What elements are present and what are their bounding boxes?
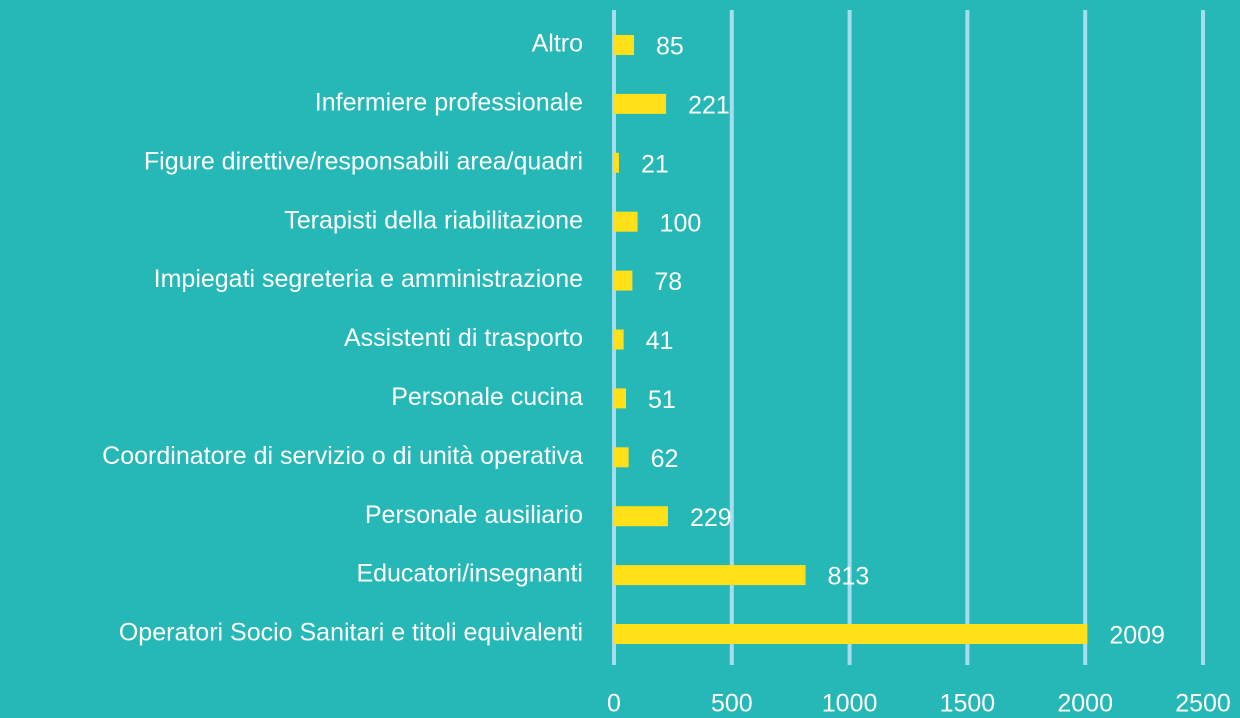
bar [614, 329, 624, 350]
data-label: 41 [646, 327, 674, 355]
y-tick-label: Terapisti della riabilitazione [284, 206, 583, 234]
x-tick-label: 1500 [940, 690, 996, 718]
data-label: 813 [828, 563, 870, 591]
x-tick-label: 2000 [1057, 690, 1113, 718]
y-tick-label: Personale ausiliario [365, 501, 583, 529]
y-tick-label: Altro [532, 30, 583, 58]
y-tick-label: Educatori/insegnanti [356, 560, 583, 588]
bar [614, 270, 633, 291]
bar [614, 35, 635, 55]
x-tick-label: 1000 [822, 690, 878, 718]
y-tick-label: Coordinatore di servizio o di unità oper… [102, 442, 583, 470]
y-tick-label: Impiegati segreteria e amministrazione [154, 265, 583, 293]
bar [614, 152, 619, 173]
bar [614, 211, 638, 232]
y-tick-label: Operatori Socio Sanitari e titoli equiva… [119, 619, 583, 647]
data-label: 21 [641, 150, 669, 178]
data-label: 221 [688, 92, 730, 120]
data-label: 229 [690, 504, 732, 532]
y-tick-label: Infermiere professionale [315, 89, 583, 117]
x-tick-label: 500 [711, 690, 753, 718]
bar [614, 447, 629, 468]
data-label: 2009 [1109, 622, 1165, 650]
bar [614, 506, 668, 527]
data-label: 100 [660, 209, 702, 237]
data-label: 78 [654, 268, 682, 296]
bar [614, 388, 627, 409]
data-label: 51 [648, 386, 676, 414]
x-tick-label: 0 [607, 690, 621, 718]
y-tick-label: Personale cucina [391, 383, 583, 411]
data-label: 62 [651, 445, 679, 473]
bar [614, 93, 667, 114]
bar [614, 565, 806, 586]
bar [614, 624, 1088, 644]
y-tick-label: Assistenti di trasporto [344, 324, 583, 352]
data-label: 85 [656, 33, 684, 61]
x-tick-label: 2500 [1175, 690, 1231, 718]
y-tick-label: Figure direttive/responsabili area/quadr… [144, 147, 583, 175]
